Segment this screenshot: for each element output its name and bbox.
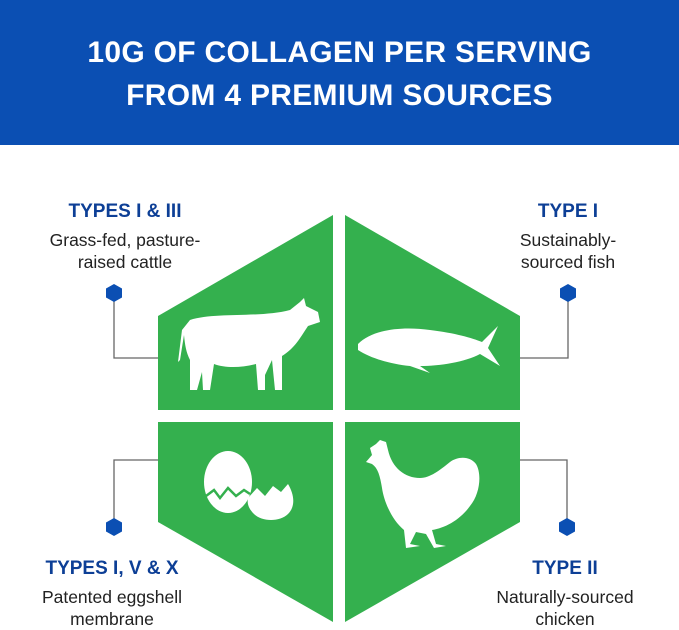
hexagon-node-icon [560, 284, 576, 302]
label-title: TYPE I [537, 201, 599, 222]
headline-line1: 10G OF COLLAGEN PER SERVING [87, 36, 592, 69]
connector-fish [520, 296, 569, 359]
headline-line2: FROM 4 PREMIUM SOURCES [126, 79, 553, 112]
label-title: TYPES I & III [68, 201, 182, 222]
segment-egg [158, 422, 333, 622]
label-fish: TYPE I Sustainably- sourced fish [448, 201, 679, 273]
label-desc: sourced fish [520, 252, 616, 272]
label-title: TYPE II [532, 558, 598, 579]
hexagon-node-icon [106, 518, 122, 536]
connector-egg [113, 459, 158, 524]
label-desc: raised cattle [77, 252, 173, 272]
fish-icon [358, 326, 500, 373]
label-egg: TYPES I, V & X Patented eggshell membran… [0, 558, 232, 630]
label-desc: membrane [70, 609, 154, 629]
connector-cattle [113, 296, 158, 359]
label-desc: Grass-fed, pasture- [49, 230, 201, 250]
header-banner: 10G OF COLLAGEN PER SERVING FROM 4 PREMI… [0, 0, 679, 145]
hexagon-node-icon [559, 518, 575, 536]
label-title: TYPES I, V & X [45, 558, 179, 579]
label-desc: Naturally-sourced [496, 587, 634, 607]
egg-icon [204, 451, 294, 520]
cow-icon [178, 298, 320, 390]
label-desc: chicken [535, 609, 595, 629]
label-chicken: TYPE II Naturally-sourced chicken [445, 558, 679, 630]
connector-chicken [520, 459, 568, 524]
hexagon-node-icon [106, 284, 122, 302]
label-cattle: TYPES I & III Grass-fed, pasture- raised… [5, 201, 245, 273]
chicken-icon [366, 440, 480, 548]
label-desc: Patented eggshell [41, 587, 183, 607]
label-desc: Sustainably- [519, 230, 617, 250]
